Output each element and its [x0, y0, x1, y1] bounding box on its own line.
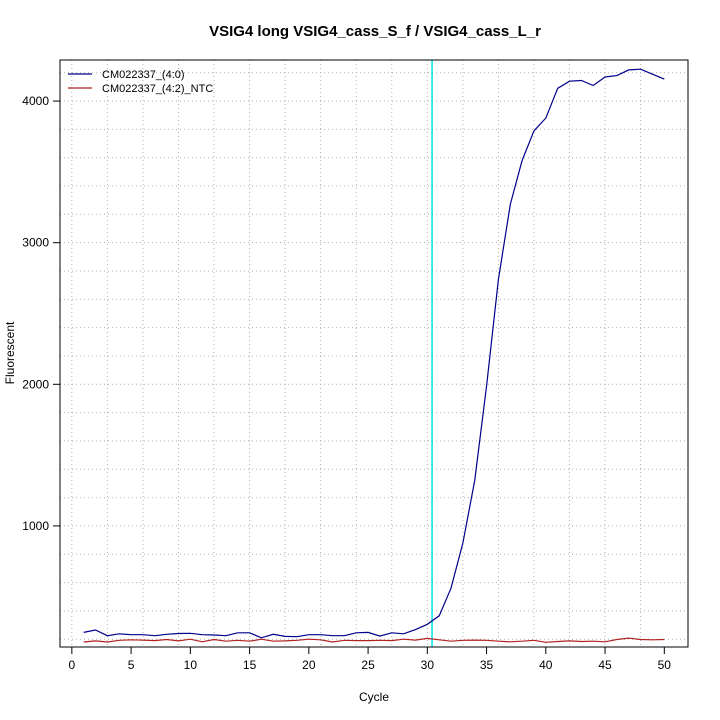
legend-label-1: CM022337_(4:0): [102, 69, 185, 81]
y-axis-label: Fluorescent: [3, 321, 17, 384]
x-tick-label: 35: [480, 658, 494, 672]
x-tick-label: 25: [361, 658, 375, 672]
x-tick-label: 0: [69, 658, 76, 672]
grid: [60, 60, 688, 647]
y-tick-label: 4000: [22, 94, 49, 108]
x-axis: 0 5 10 15 20 25 30 35 40 45 50: [69, 646, 672, 672]
y-tick-label: 2000: [22, 377, 49, 391]
chart-title: VSIG4 long VSIG4_cass_S_f / VSIG4_cass_L…: [209, 23, 541, 40]
x-axis-label: Cycle: [359, 690, 389, 704]
plot-frame: [59, 59, 689, 648]
x-tick-label: 50: [658, 658, 672, 672]
y-tick-label: 1000: [22, 519, 49, 533]
legend-label-2: CM022337_(4:2)_NTC: [102, 83, 213, 95]
y-tick-label: 3000: [22, 236, 49, 250]
x-tick-label: 45: [598, 658, 612, 672]
series-line-2: [83, 637, 665, 643]
x-tick-label: 20: [302, 658, 316, 672]
x-tick-label: 10: [184, 658, 198, 672]
series-line-1: [83, 68, 665, 639]
x-tick-label: 30: [421, 658, 435, 672]
x-tick-label: 5: [128, 658, 135, 672]
y-axis: 1000 2000 3000 4000: [22, 94, 61, 533]
legend: CM022337_(4:0) CM022337_(4:2)_NTC: [68, 69, 213, 95]
x-tick-label: 40: [539, 658, 553, 672]
x-tick-label: 15: [243, 658, 257, 672]
series-layer: [83, 68, 665, 643]
